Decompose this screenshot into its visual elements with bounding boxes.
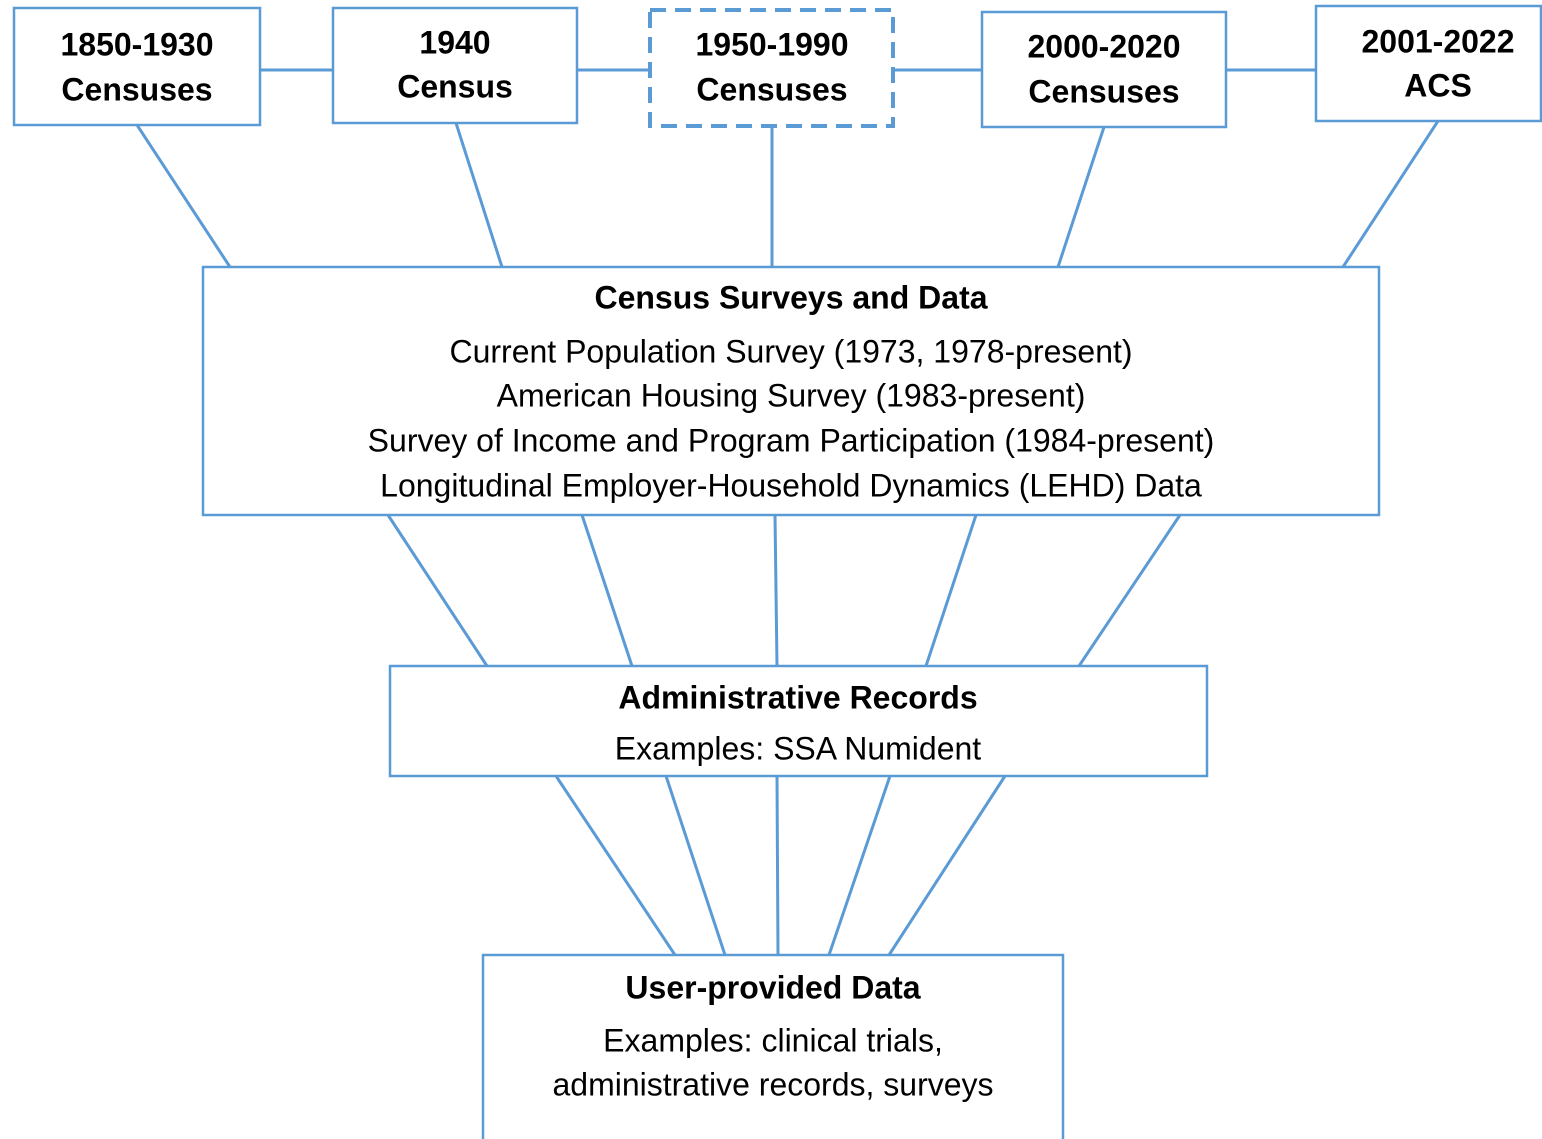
admin-example: Examples: SSA Numident [615, 730, 982, 766]
surveys-box [201, 265, 1381, 517]
survey-item: American Housing Survey (1983-present) [497, 377, 1086, 413]
user-line: Examples: clinical trials, [603, 1022, 943, 1058]
admin-title: Administrative Records [618, 679, 977, 715]
connector [773, 514, 779, 667]
node-label: ACS [1404, 67, 1472, 103]
node-label: 2000-2020 [1027, 28, 1180, 64]
connector [887, 775, 1007, 956]
survey-item: Current Population Survey (1973, 1978-pr… [449, 333, 1132, 369]
connector [580, 514, 634, 667]
surveys-title: Census Surveys and Data [594, 279, 987, 315]
node-label: 2001-2022 [1361, 23, 1514, 59]
connector [386, 514, 489, 667]
node-box-dashed [648, 8, 895, 128]
node-label: Censuses [696, 71, 847, 107]
survey-item: Longitudinal Employer-Household Dynamics… [380, 467, 1202, 503]
admin-box [388, 664, 1209, 778]
connector [924, 514, 978, 667]
node-box [12, 6, 262, 127]
connectors [135, 68, 1440, 956]
node-label: Censuses [61, 71, 212, 107]
node-box [1314, 4, 1542, 123]
node-label: Census [397, 68, 513, 104]
connector [664, 775, 727, 956]
user-title: User-provided Data [625, 969, 920, 1005]
connector [775, 775, 780, 956]
user-line: administrative records, surveys [552, 1066, 993, 1102]
node-label: 1850-1930 [60, 26, 213, 62]
node-box [331, 6, 579, 125]
connector [135, 124, 232, 268]
connector [827, 775, 892, 956]
node-label: 1950-1990 [695, 26, 848, 62]
connector [454, 122, 504, 268]
connector [1056, 126, 1106, 268]
connector [1077, 514, 1182, 667]
connector [1341, 120, 1440, 268]
survey-item: Survey of Income and Program Participati… [368, 422, 1215, 458]
node-box [980, 10, 1228, 129]
connector [554, 775, 677, 956]
user-box [481, 953, 1065, 1139]
node-label: Censuses [1028, 73, 1179, 109]
node-label: 1940 [419, 24, 490, 60]
